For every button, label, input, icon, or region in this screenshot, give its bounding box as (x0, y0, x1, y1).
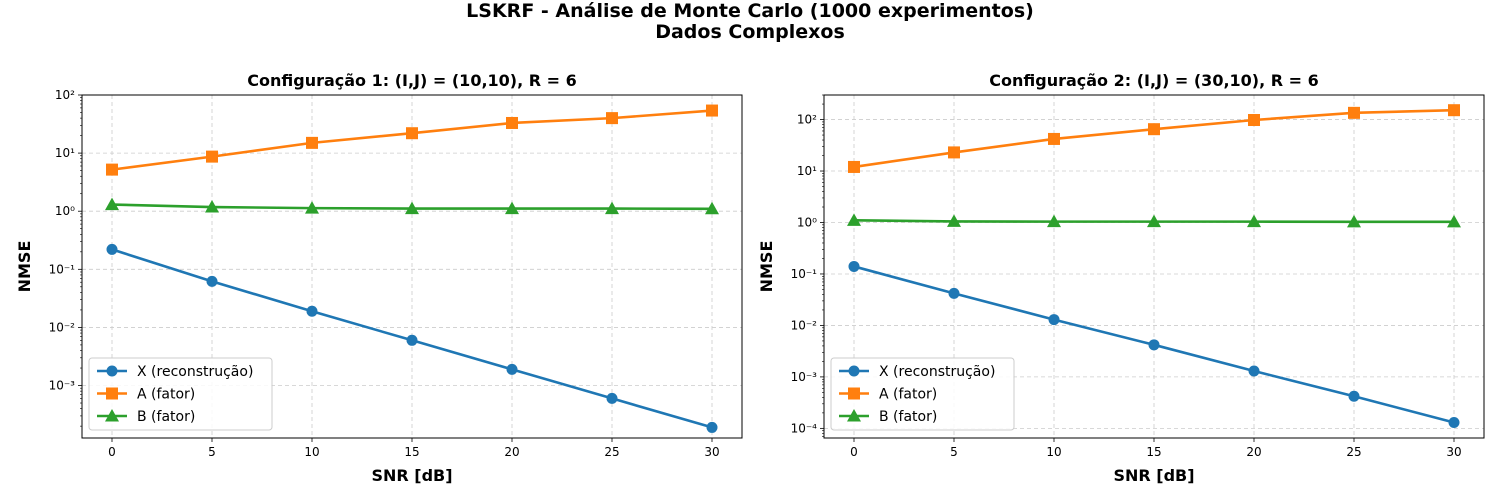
y-axis-label: NMSE (757, 241, 776, 293)
data-point-triangle (505, 201, 519, 215)
data-point-circle (1248, 365, 1260, 377)
data-point-circle (948, 287, 960, 299)
data-point-triangle (947, 214, 961, 227)
figure-title-line1: LSKRF - Análise de Monte Carlo (1000 exp… (466, 0, 1034, 22)
data-point-circle (406, 334, 418, 346)
data-point-circle (1348, 390, 1360, 402)
data-point-square (948, 146, 960, 159)
data-point-square (206, 150, 218, 163)
legend-box (88, 357, 273, 431)
figure-title-line2: Dados Complexos (655, 21, 845, 43)
legend-marker-square (106, 387, 118, 400)
data-point-square (848, 160, 860, 173)
x-tick-label: 10 (1046, 445, 1061, 459)
data-point-triangle (405, 201, 419, 215)
y-tick-label: 10⁻¹ (791, 267, 818, 281)
y-tick-label: 10⁰ (797, 215, 817, 229)
data-point-circle (606, 392, 618, 404)
data-point-triangle (1347, 214, 1361, 228)
y-tick-label: 10² (797, 113, 817, 127)
data-point-triangle (605, 201, 619, 215)
x-tick-label: 20 (504, 445, 519, 459)
x-tick-label: 30 (704, 445, 719, 459)
y-tick-label: 10⁻³ (49, 379, 76, 393)
data-point-square (406, 127, 418, 140)
data-point-triangle (1247, 214, 1261, 228)
data-point-square (1048, 132, 1060, 145)
legend-label: X (reconstrução) (879, 364, 995, 380)
data-point-triangle (1447, 214, 1461, 228)
legend-box (830, 357, 1015, 431)
data-point-square (1248, 114, 1260, 127)
data-point-circle (206, 275, 218, 287)
x-tick-label: 30 (1446, 445, 1461, 459)
data-point-triangle (705, 201, 719, 215)
legend-label: B (fator) (879, 409, 937, 425)
chart-title: Configuração 1: (I,J) = (10,10), R = 6 (247, 71, 577, 90)
y-tick-label: 10² (55, 88, 75, 102)
x-tick-label: 15 (404, 445, 419, 459)
data-point-circle (1148, 339, 1160, 351)
y-tick-label: 10⁻¹ (49, 262, 76, 276)
data-point-triangle (105, 197, 119, 211)
data-point-circle (706, 421, 718, 433)
data-point-square (1448, 104, 1460, 117)
data-point-triangle (305, 201, 319, 214)
y-tick-label: 10⁻² (49, 320, 76, 334)
x-tick-label: 0 (108, 445, 116, 459)
x-tick-label: 25 (1346, 445, 1361, 459)
axes-frame (81, 94, 743, 439)
x-tick-label: 0 (850, 445, 858, 459)
y-tick-label: 10¹ (55, 146, 75, 160)
chart-panel-1: 0 5 10 15 20 25 30 10⁻³ 10⁻² 10⁻¹ 10⁰ 10¹ 10² Configu… (15, 71, 743, 485)
legend-label: B (fator) (137, 409, 195, 425)
y-tick-label: 10⁰ (55, 204, 75, 218)
data-point-triangle (847, 213, 861, 226)
data-point-square (306, 136, 318, 149)
legend-label: A (fator) (879, 387, 937, 403)
legend-label: A (fator) (137, 387, 195, 403)
x-tick-label: 25 (604, 445, 619, 459)
legend-label: X (reconstrução) (137, 364, 253, 380)
y-tick-label: 10⁻² (791, 318, 818, 332)
data-point-triangle (1147, 214, 1161, 228)
x-tick-label: 20 (1246, 445, 1261, 459)
data-point-square (1148, 123, 1160, 136)
data-point-square (1348, 106, 1360, 119)
y-tick-label: 10¹ (797, 164, 817, 178)
legend-marker-triangle (105, 409, 119, 422)
data-point-triangle (1047, 214, 1061, 228)
data-point-circle (506, 363, 518, 375)
x-axis-label: SNR [dB] (371, 466, 452, 485)
data-point-circle (1448, 417, 1460, 429)
y-axis-label: NMSE (15, 241, 34, 293)
data-point-circle (106, 243, 118, 255)
data-point-square (606, 112, 618, 125)
legend-marker-circle (848, 365, 860, 377)
x-axis-label: SNR [dB] (1113, 466, 1194, 485)
data-point-circle (848, 260, 860, 272)
x-tick-label: 5 (208, 445, 216, 459)
data-point-circle (306, 305, 318, 317)
data-point-square (706, 104, 718, 117)
legend-marker-square (848, 387, 860, 400)
chart-title: Configuração 2: (I,J) = (30,10), R = 6 (989, 71, 1319, 90)
y-tick-label: 10⁻³ (791, 370, 818, 384)
chart-panel-2: 0 5 10 15 20 25 30 10⁻⁴ 10⁻³ 10⁻² 10⁻¹ 10⁰ 10¹ 10² Con… (757, 71, 1485, 485)
data-point-circle (1048, 314, 1060, 326)
legend-marker-triangle (847, 409, 861, 422)
data-point-square (506, 116, 518, 129)
data-point-square (106, 163, 118, 176)
x-tick-label: 5 (950, 445, 958, 459)
y-tick-label: 10⁻⁴ (791, 421, 818, 435)
data-point-triangle (205, 200, 219, 213)
x-tick-label: 15 (1146, 445, 1161, 459)
legend-marker-circle (106, 365, 118, 377)
axes-frame (823, 94, 1485, 439)
x-tick-label: 10 (304, 445, 319, 459)
